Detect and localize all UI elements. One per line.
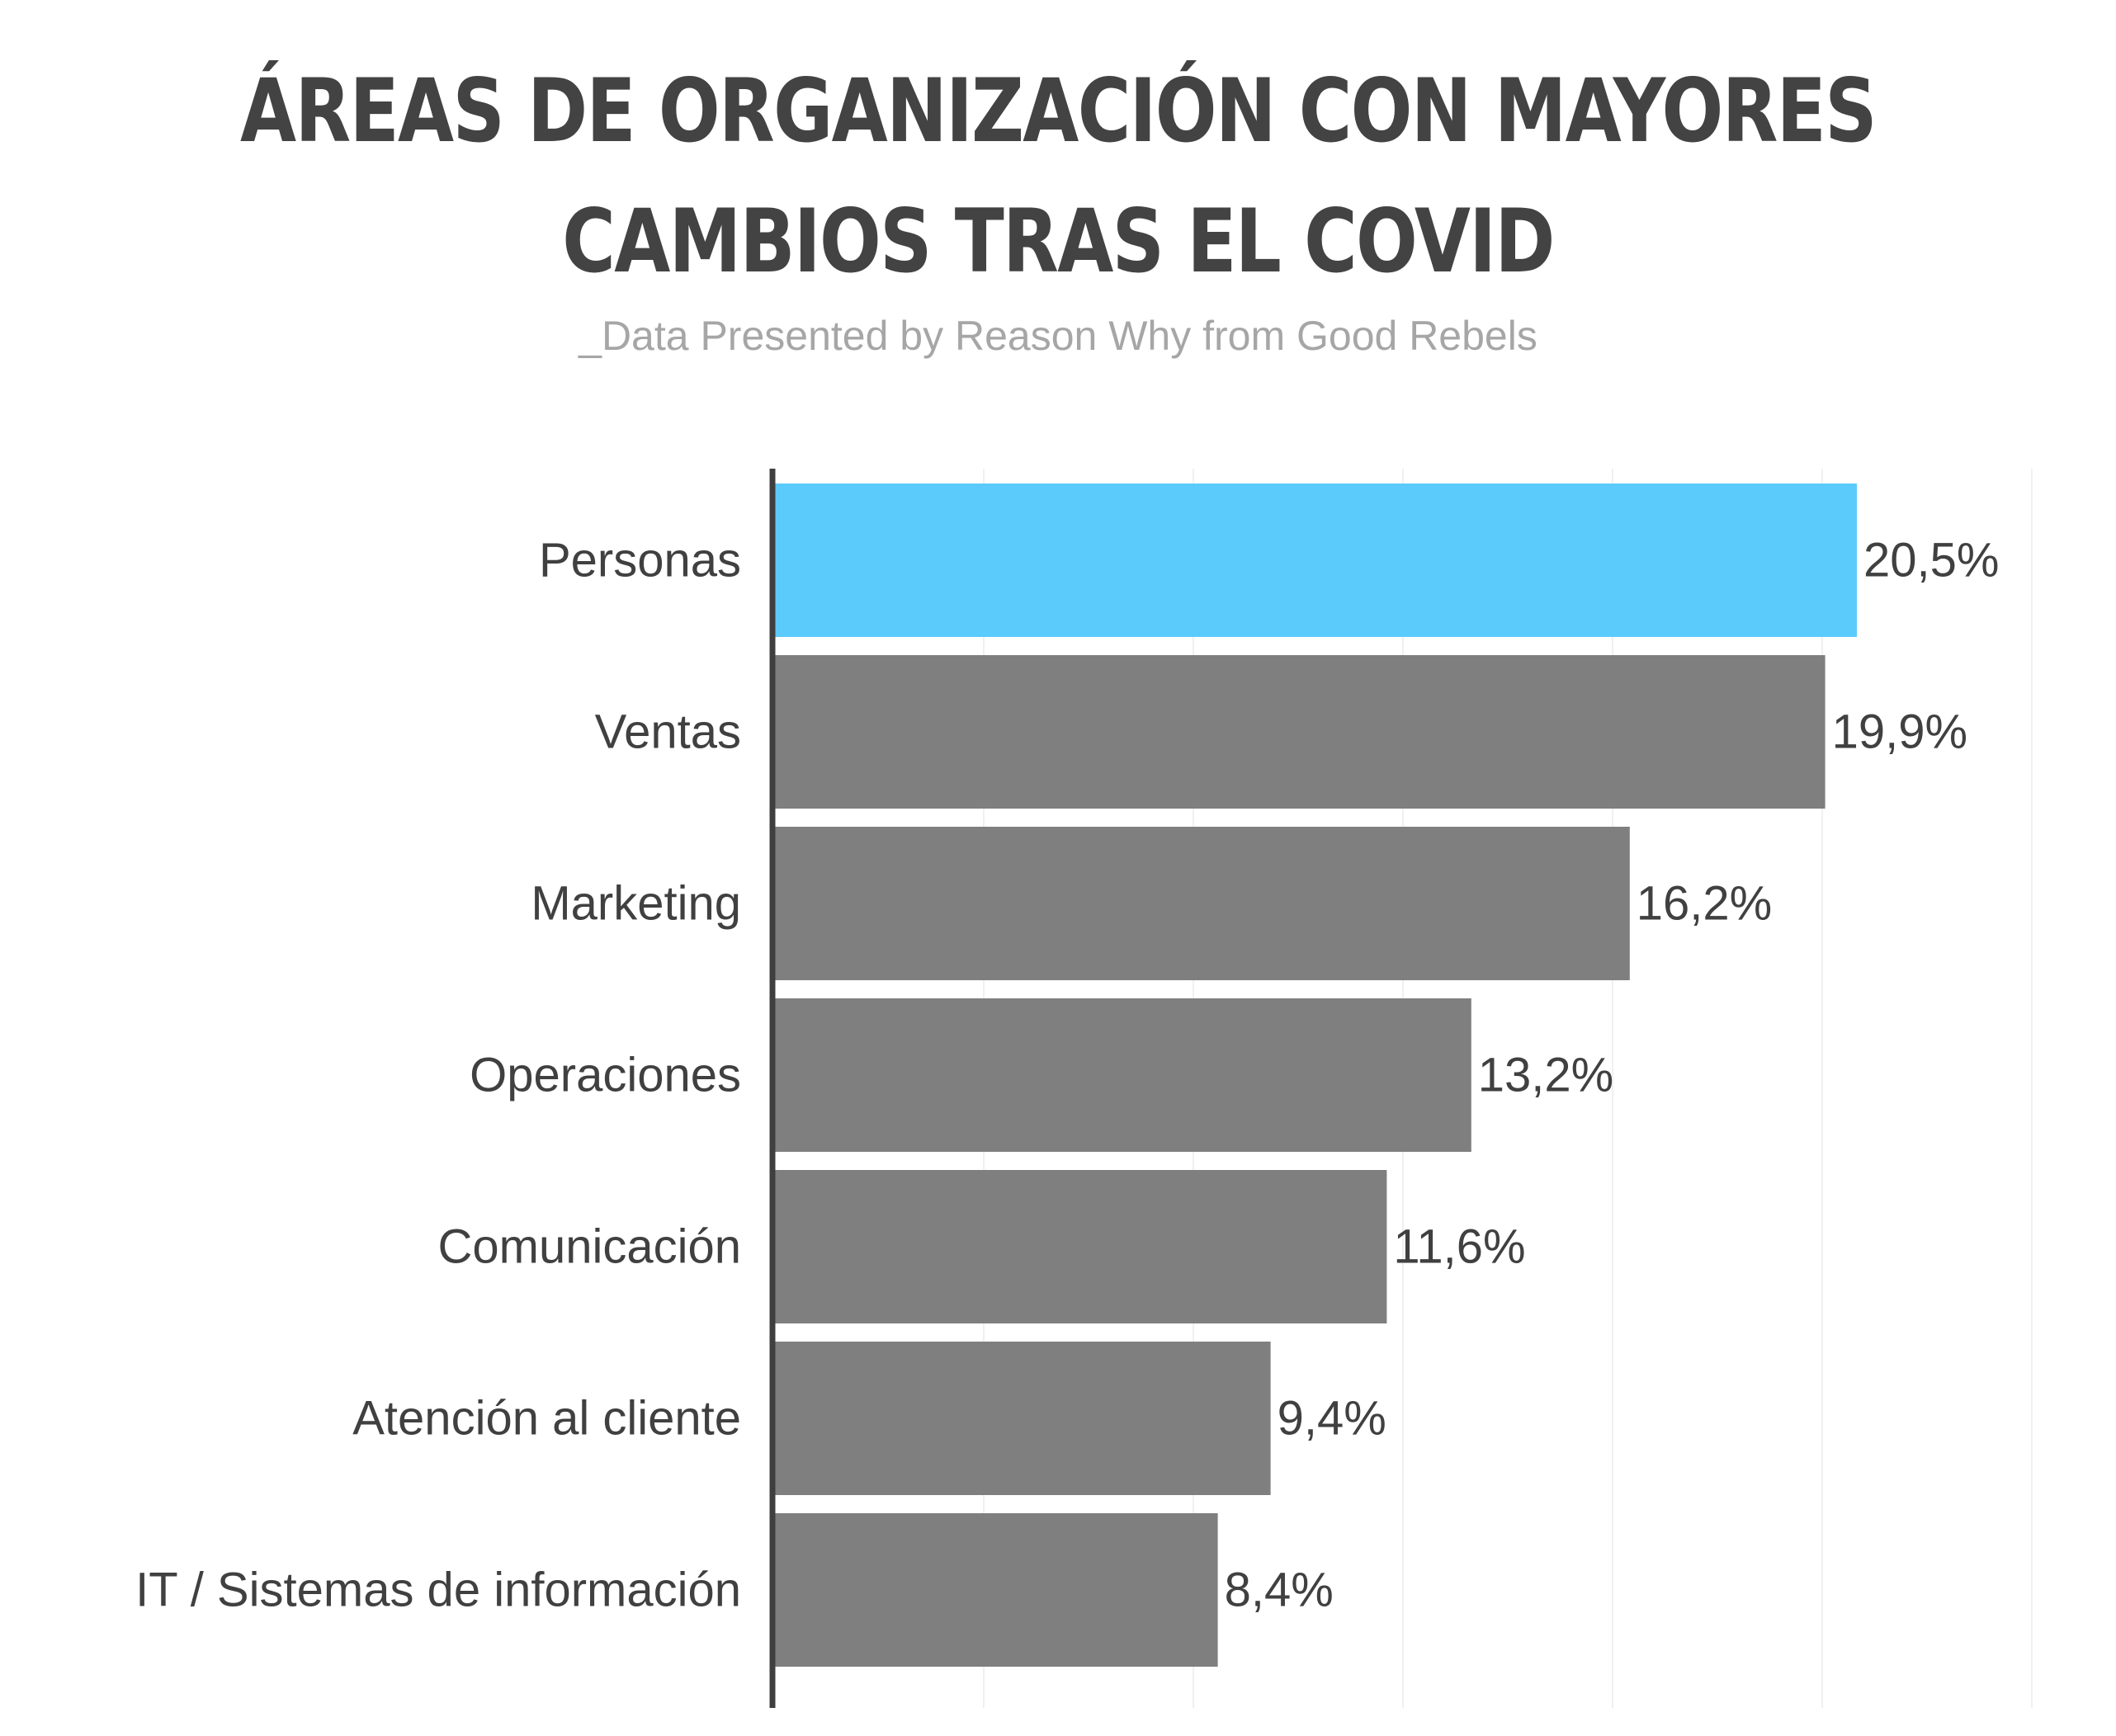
value-label: 20,5% xyxy=(1863,534,1999,587)
bar-2 xyxy=(774,827,1630,980)
bar-6 xyxy=(774,1513,1218,1667)
bar-0 xyxy=(774,484,1857,637)
category-labels: Personas Ventas Marketing Operaciones Comuni… xyxy=(135,534,741,1617)
chart-title-line-1: ÁREAS DE ORGANIZACIÓN CON MAYORES xyxy=(240,60,1877,162)
bar-3 xyxy=(774,998,1471,1152)
value-label: 9,4% xyxy=(1278,1392,1386,1446)
value-label: 19,9% xyxy=(1832,705,1967,759)
category-label: Operaciones xyxy=(470,1049,741,1102)
value-label: 11,6% xyxy=(1393,1220,1525,1274)
bar-5 xyxy=(774,1342,1271,1495)
value-label: 16,2% xyxy=(1637,877,1772,931)
category-label: Ventas xyxy=(595,705,741,759)
value-labels: 20,5% 19,9% 16,2% 13,2% 11,6% 9,4% 8,4% xyxy=(1225,534,2000,1617)
bar-4 xyxy=(774,1170,1387,1323)
chart-subtitle: _Data Presented by Reason Why from Good … xyxy=(579,313,1537,359)
category-label: Personas xyxy=(539,534,741,587)
category-label: Comunicación xyxy=(437,1220,741,1274)
bars xyxy=(774,484,1857,1667)
category-label: Atención al cliente xyxy=(352,1392,741,1446)
chart-title-line-2: CAMBIOS TRAS EL COVID xyxy=(562,191,1555,292)
value-label: 13,2% xyxy=(1478,1049,1613,1102)
category-label: Marketing xyxy=(531,877,741,931)
bar-1 xyxy=(774,655,1826,809)
value-label: 8,4% xyxy=(1225,1564,1334,1617)
chart-title: ÁREAS DE ORGANIZACIÓN CON MAYORES CAMBIO… xyxy=(180,46,1936,307)
category-label: IT / Sistemas de información xyxy=(135,1564,741,1617)
